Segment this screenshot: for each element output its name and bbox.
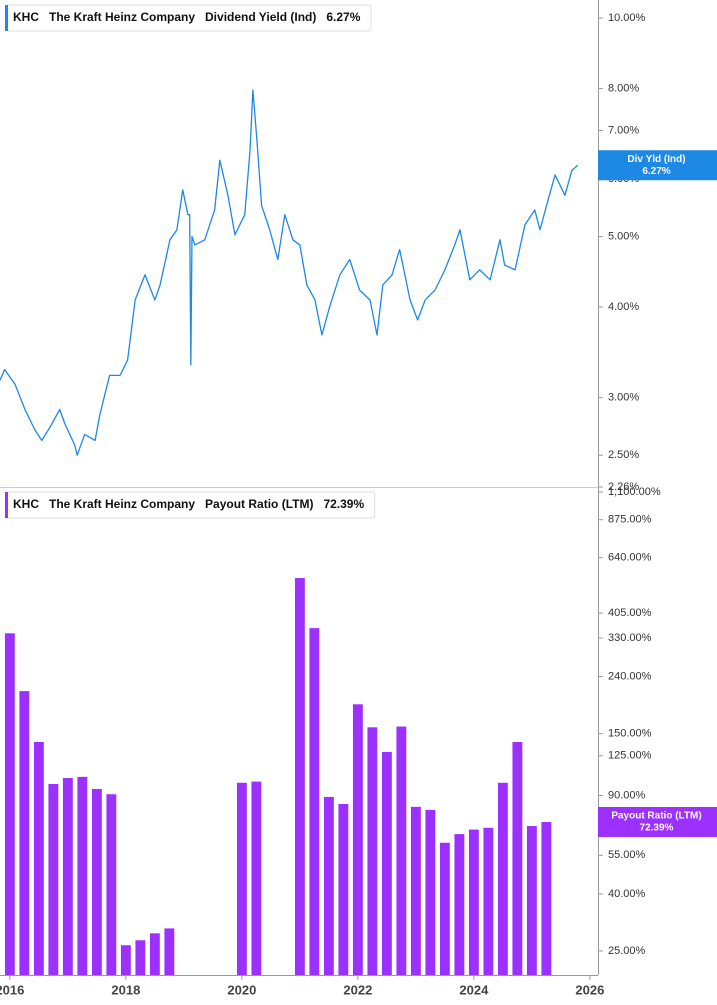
bar [91, 789, 102, 975]
bar [77, 776, 88, 975]
bar [381, 751, 392, 975]
x-tick-label: 2024 [459, 982, 489, 997]
bar [62, 778, 73, 975]
y-tick-label: 875.00% [608, 514, 652, 526]
bar [367, 727, 378, 975]
value-badge-value: 72.39% [640, 823, 674, 834]
x-tick-label: 2026 [575, 982, 604, 997]
line [0, 89, 579, 456]
y-tick-label: 8.00% [608, 82, 639, 94]
bar [323, 796, 334, 975]
y-tick-label: 90.00% [608, 789, 646, 801]
y-tick-label: 150.00% [608, 728, 652, 740]
bar [106, 794, 117, 975]
bar [497, 782, 508, 975]
legend-current-value-label: 72.39% [323, 497, 364, 511]
bar [410, 806, 421, 975]
x-tick-label: 2018 [111, 982, 140, 997]
bar [512, 741, 523, 975]
legend-title: Payout Ratio (LTM) [205, 497, 313, 511]
y-tick-label: 2.26% [608, 481, 639, 493]
bar [164, 928, 175, 975]
x-tick-label: 2016 [0, 982, 24, 997]
y-tick-label: 3.00% [608, 392, 639, 404]
bar [526, 826, 537, 975]
legend-swatch [5, 5, 8, 31]
bar [33, 741, 44, 975]
bar [309, 628, 320, 975]
bar [135, 940, 146, 975]
value-badge [598, 806, 717, 837]
bar [251, 781, 262, 975]
bar [338, 803, 349, 975]
bar [483, 827, 494, 975]
legend-ticker: KHC [13, 10, 39, 24]
bar [396, 726, 407, 975]
y-tick-label: 25.00% [608, 945, 646, 957]
value-badge-name: Div Yld (Ind) [627, 154, 685, 165]
y-tick-label: 330.00% [608, 632, 652, 644]
y-tick-label: 40.00% [608, 888, 646, 900]
bar [48, 784, 59, 975]
bar [19, 691, 30, 975]
y-tick-label: 240.00% [608, 671, 652, 683]
legend-swatch [5, 492, 8, 518]
bar [468, 829, 479, 975]
bar [236, 782, 247, 975]
y-tick-label: 405.00% [608, 607, 652, 619]
legend-company: The Kraft Heinz Company [49, 497, 195, 511]
y-tick-label: 2.50% [608, 449, 639, 461]
bar [541, 821, 552, 975]
y-tick-label: 7.00% [608, 124, 639, 136]
legend-title: Dividend Yield (Ind) [205, 10, 316, 24]
y-tick-label: 125.00% [608, 750, 652, 762]
legend-current-value-label: 6.27% [326, 10, 360, 24]
y-tick-label: 1,100.00% [608, 486, 661, 498]
value-badge-value: 6.27% [642, 166, 670, 177]
y-tick-label: 640.00% [608, 552, 652, 564]
bar [294, 578, 305, 975]
value-badge [598, 150, 717, 181]
bar [425, 809, 436, 975]
y-tick-label: 10.00% [608, 12, 646, 24]
legend-company: The Kraft Heinz Company [49, 10, 195, 24]
y-tick-label: 55.00% [608, 849, 646, 861]
legend-ticker: KHC [13, 497, 39, 511]
bar [4, 633, 15, 975]
bar [149, 933, 160, 975]
value-badge-name: Payout Ratio (LTM) [611, 811, 701, 822]
bar [439, 842, 450, 975]
bar [120, 945, 131, 975]
x-tick-label: 2022 [343, 982, 372, 997]
bar [454, 834, 465, 975]
y-tick-label: 4.00% [608, 301, 639, 313]
y-tick-label: 5.00% [608, 231, 639, 243]
bar [352, 704, 363, 975]
x-tick-label: 2020 [227, 982, 256, 997]
